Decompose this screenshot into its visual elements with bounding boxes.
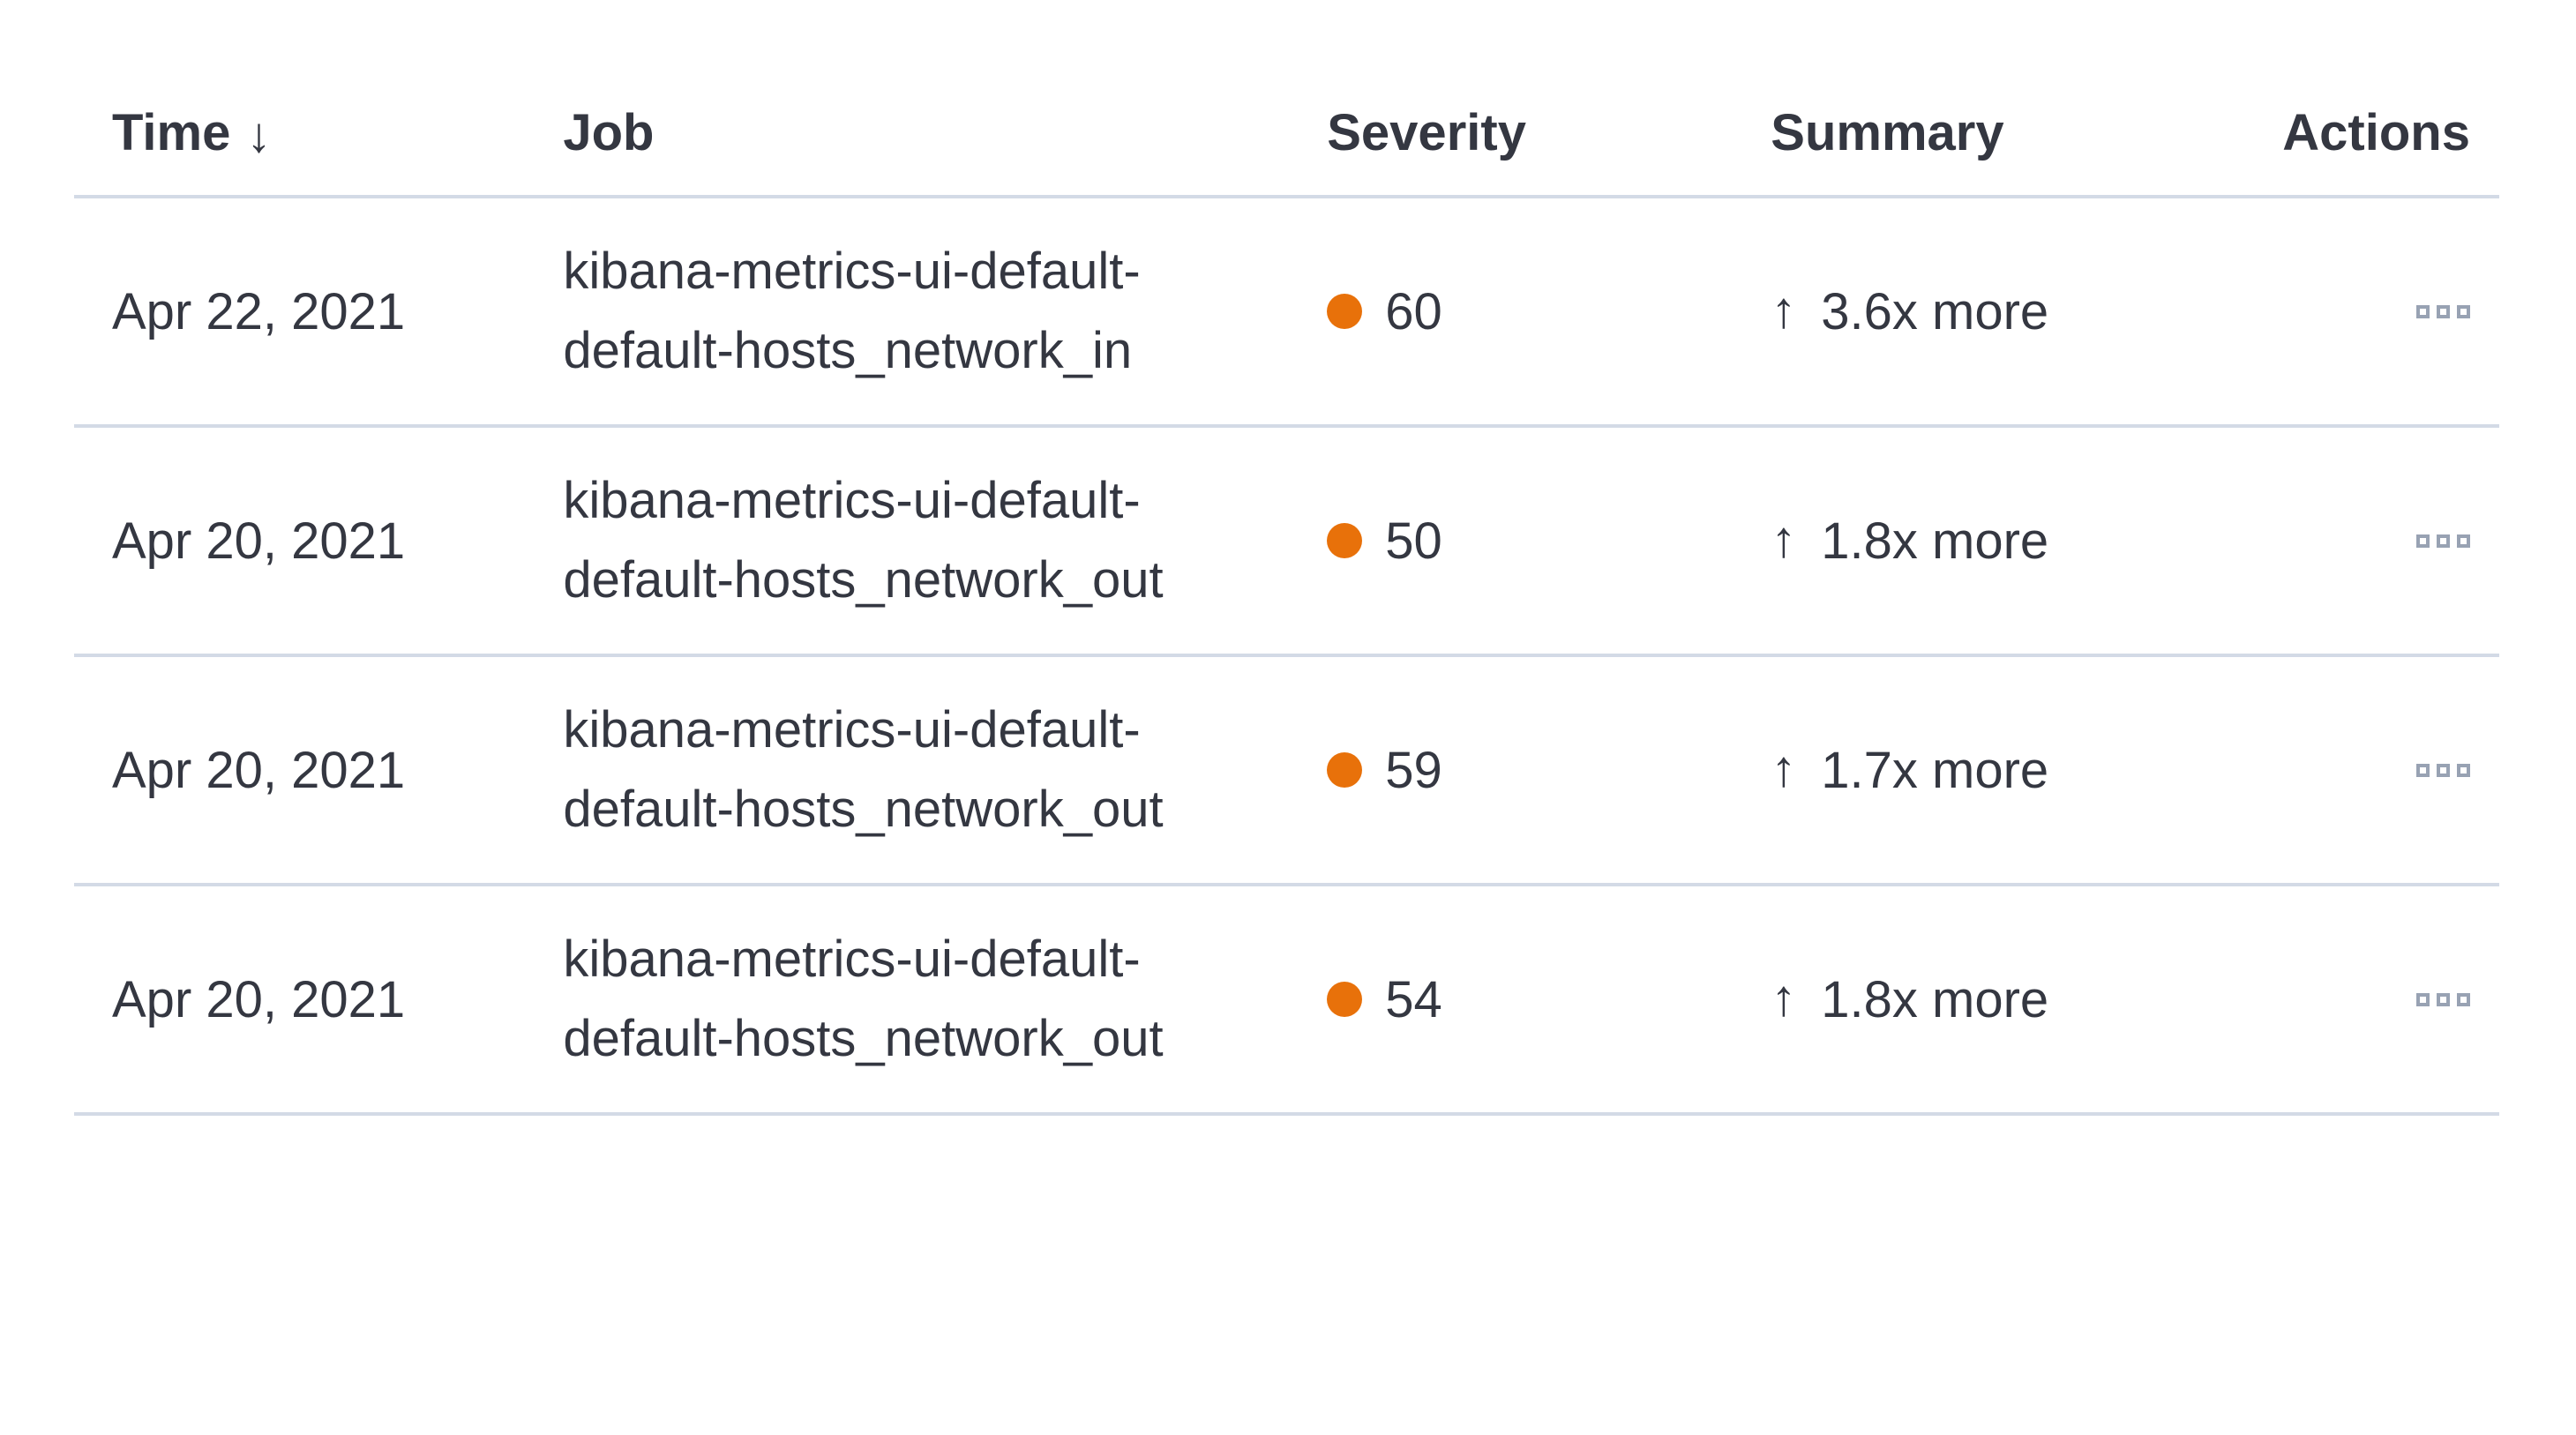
job-cell: kibana-metrics-ui-default-default-hosts_…: [525, 920, 1289, 1079]
time-value: Apr 22, 2021: [112, 282, 406, 340]
severity-dot-icon: [1327, 982, 1363, 1017]
severity-value: 60: [1385, 282, 1442, 340]
time-value: Apr 20, 2021: [112, 512, 406, 570]
arrow-up-icon: ↑: [1771, 510, 1797, 568]
row-actions-button[interactable]: [2415, 763, 2470, 777]
row-actions-button[interactable]: [2415, 304, 2470, 318]
severity-cell: 60: [1289, 282, 1733, 341]
actions-cell: [2160, 534, 2499, 548]
summary-cell: ↑ 1.7x more: [1733, 739, 2160, 800]
job-cell: kibana-metrics-ui-default-default-hosts_…: [525, 232, 1289, 391]
summary-value: 1.8x more: [1821, 512, 2049, 570]
row-actions-button[interactable]: [2415, 992, 2470, 1006]
actions-cell: [2160, 992, 2499, 1006]
severity-dot-icon: [1327, 523, 1363, 558]
time-value: Apr 20, 2021: [112, 741, 406, 799]
severity-cell: 59: [1289, 741, 1733, 800]
table-row: Apr 20, 2021 kibana-metrics-ui-default-d…: [74, 657, 2499, 886]
column-header-job-label: Job: [563, 104, 655, 161]
arrow-up-icon: ↑: [1771, 739, 1797, 797]
time-cell: Apr 20, 2021: [74, 512, 525, 571]
summary-cell: ↑ 1.8x more: [1733, 968, 2160, 1029]
anomalies-page: Time ↓ Job Severity Summary Actions Apr …: [74, 71, 2499, 1116]
actions-cell: [2160, 304, 2499, 318]
time-value: Apr 20, 2021: [112, 970, 406, 1028]
column-header-actions: Actions: [2160, 103, 2499, 162]
summary-value: 1.8x more: [1821, 970, 2049, 1028]
column-header-summary: Summary: [1733, 103, 2160, 162]
severity-value: 59: [1385, 741, 1442, 799]
summary-cell: ↑ 1.8x more: [1733, 510, 2160, 571]
summary-value: 1.7x more: [1821, 741, 2049, 799]
job-cell: kibana-metrics-ui-default-default-hosts_…: [525, 461, 1289, 620]
time-cell: Apr 20, 2021: [74, 970, 525, 1029]
job-name: kibana-metrics-ui-default-default-hosts_…: [563, 243, 1141, 379]
column-header-actions-label: Actions: [2282, 104, 2470, 161]
column-header-time[interactable]: Time ↓: [74, 103, 525, 162]
column-header-severity-label: Severity: [1327, 104, 1526, 161]
job-name: kibana-metrics-ui-default-default-hosts_…: [563, 701, 1164, 838]
job-name: kibana-metrics-ui-default-default-hosts_…: [563, 931, 1164, 1067]
column-header-summary-label: Summary: [1771, 104, 2004, 161]
boxes-horizontal-icon: [2456, 992, 2470, 1006]
time-cell: Apr 22, 2021: [74, 282, 525, 341]
boxes-horizontal-icon: [2415, 763, 2430, 777]
boxes-horizontal-icon: [2436, 763, 2450, 777]
row-actions-button[interactable]: [2415, 534, 2470, 548]
boxes-horizontal-icon: [2436, 534, 2450, 548]
job-name: kibana-metrics-ui-default-default-hosts_…: [563, 472, 1164, 609]
table-row: Apr 20, 2021 kibana-metrics-ui-default-d…: [74, 428, 2499, 657]
table-header-row: Time ↓ Job Severity Summary Actions: [74, 71, 2499, 198]
arrow-up-icon: ↑: [1771, 968, 1797, 1027]
column-header-severity: Severity: [1289, 103, 1733, 162]
severity-dot-icon: [1327, 752, 1363, 788]
summary-cell: ↑ 3.6x more: [1733, 280, 2160, 341]
boxes-horizontal-icon: [2436, 304, 2450, 318]
boxes-horizontal-icon: [2456, 304, 2470, 318]
time-cell: Apr 20, 2021: [74, 741, 525, 800]
job-cell: kibana-metrics-ui-default-default-hosts_…: [525, 691, 1289, 849]
severity-cell: 54: [1289, 970, 1733, 1029]
severity-dot-icon: [1327, 294, 1363, 329]
table-row: Apr 20, 2021 kibana-metrics-ui-default-d…: [74, 886, 2499, 1116]
summary-value: 3.6x more: [1821, 282, 2049, 340]
severity-value: 50: [1385, 512, 1442, 570]
column-header-job: Job: [525, 103, 1289, 162]
column-header-time-label: Time: [112, 104, 231, 161]
arrow-up-icon: ↑: [1771, 280, 1797, 339]
boxes-horizontal-icon: [2436, 992, 2450, 1006]
boxes-horizontal-icon: [2415, 992, 2430, 1006]
severity-cell: 50: [1289, 512, 1733, 571]
sort-down-icon: ↓: [246, 107, 272, 162]
boxes-horizontal-icon: [2456, 534, 2470, 548]
boxes-horizontal-icon: [2456, 763, 2470, 777]
severity-value: 54: [1385, 970, 1442, 1028]
boxes-horizontal-icon: [2415, 304, 2430, 318]
actions-cell: [2160, 763, 2499, 777]
boxes-horizontal-icon: [2415, 534, 2430, 548]
anomalies-table: Time ↓ Job Severity Summary Actions Apr …: [74, 71, 2499, 1116]
table-row: Apr 22, 2021 kibana-metrics-ui-default-d…: [74, 198, 2499, 428]
